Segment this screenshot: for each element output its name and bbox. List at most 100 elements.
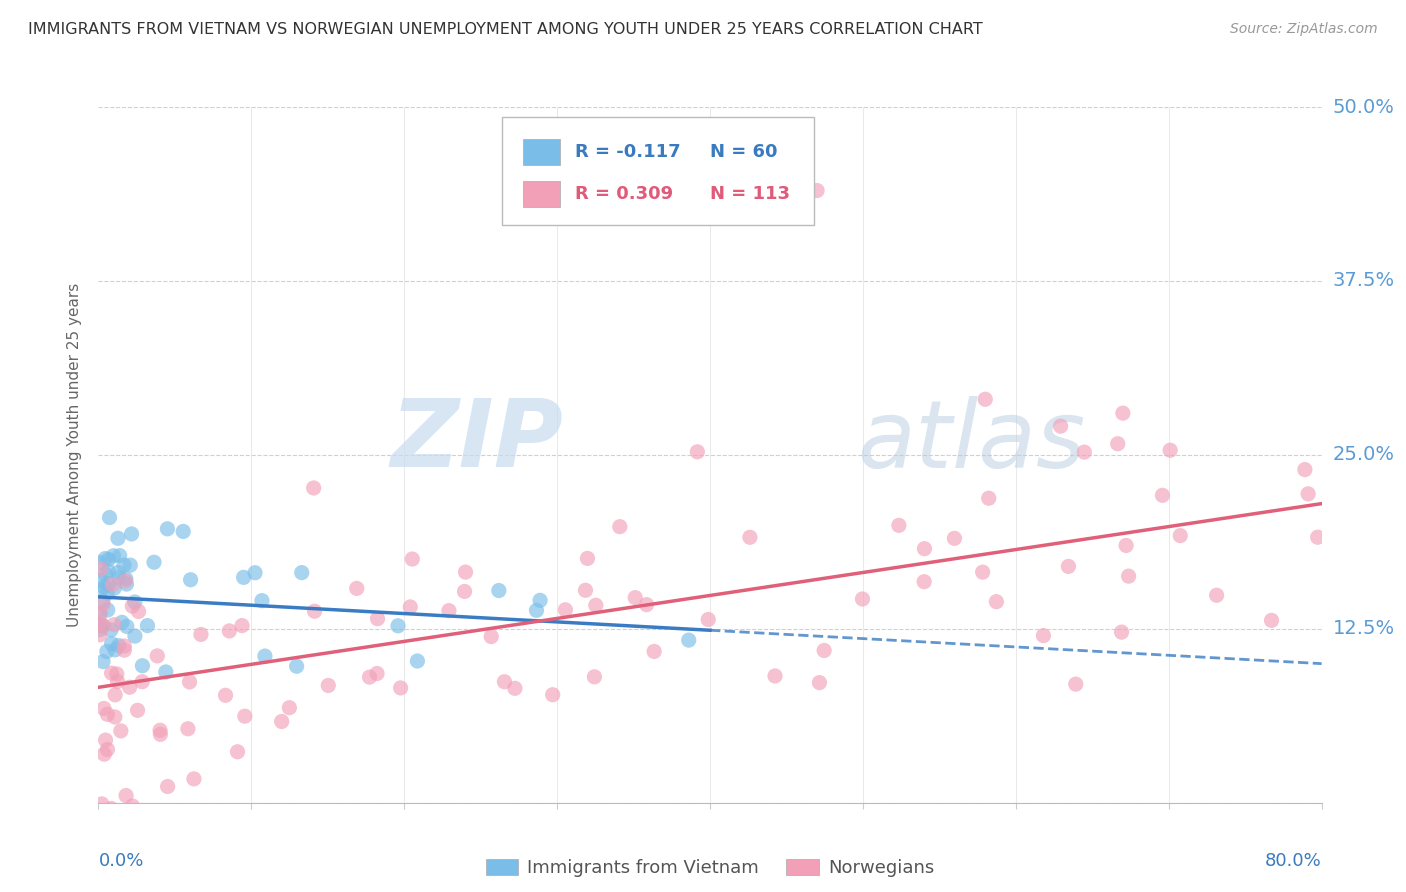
Point <box>108 549 131 563</box>
Point <box>121 527 143 541</box>
Point <box>91 618 114 632</box>
Point <box>1274 845 1296 859</box>
Point <box>107 674 129 689</box>
Point <box>89 618 111 632</box>
Point <box>179 675 201 690</box>
Point <box>808 675 831 690</box>
Point <box>813 643 835 657</box>
Point <box>1112 406 1135 420</box>
Point <box>285 659 308 673</box>
Point <box>366 666 388 681</box>
Point <box>479 630 502 644</box>
Point <box>1118 569 1140 583</box>
Text: Source: ZipAtlas.com: Source: ZipAtlas.com <box>1230 22 1378 37</box>
Point <box>1306 530 1329 544</box>
Point <box>121 799 143 814</box>
Point <box>97 577 120 591</box>
Point <box>353 855 375 869</box>
Point <box>278 700 301 714</box>
Point <box>541 688 564 702</box>
Point <box>494 674 516 689</box>
Point <box>678 633 700 648</box>
Point <box>110 723 132 738</box>
Point <box>579 822 602 837</box>
FancyBboxPatch shape <box>523 139 560 166</box>
Text: atlas: atlas <box>856 395 1085 486</box>
Point <box>111 615 134 630</box>
Text: N = 113: N = 113 <box>710 185 790 203</box>
Point <box>270 714 292 729</box>
Point <box>131 658 153 673</box>
Point <box>346 582 368 596</box>
Point <box>986 595 1008 609</box>
Point <box>302 481 325 495</box>
Point <box>1205 588 1227 602</box>
Point <box>93 580 115 594</box>
Point <box>104 710 127 724</box>
Point <box>1107 436 1129 450</box>
Point <box>488 583 510 598</box>
Point <box>89 623 111 637</box>
Point <box>576 551 599 566</box>
Text: R = 0.309: R = 0.309 <box>575 185 673 203</box>
Point <box>972 565 994 579</box>
Point <box>118 680 141 694</box>
Point <box>1111 838 1133 852</box>
Point <box>399 599 422 614</box>
Point <box>912 541 935 556</box>
Text: 50.0%: 50.0% <box>1333 97 1395 117</box>
Point <box>149 727 172 741</box>
Point <box>105 667 128 681</box>
Point <box>253 649 276 664</box>
Text: N = 60: N = 60 <box>710 144 778 161</box>
Text: R = -0.117: R = -0.117 <box>575 144 681 161</box>
Point <box>120 558 142 573</box>
Point <box>974 392 997 407</box>
Point <box>149 723 172 738</box>
Point <box>387 619 409 633</box>
Point <box>554 603 576 617</box>
Point <box>91 595 114 609</box>
Point <box>96 586 118 600</box>
Point <box>101 578 124 592</box>
Point <box>107 531 129 545</box>
Point <box>1260 613 1282 627</box>
Point <box>233 709 256 723</box>
Point <box>183 772 205 786</box>
Point <box>90 562 112 576</box>
Text: 12.5%: 12.5% <box>1333 619 1395 639</box>
Point <box>912 574 935 589</box>
Point <box>583 670 606 684</box>
Point <box>609 519 631 533</box>
Point <box>136 618 159 632</box>
Point <box>1168 528 1191 542</box>
Point <box>529 593 551 607</box>
Text: 25.0%: 25.0% <box>1333 445 1395 465</box>
Point <box>738 530 761 544</box>
Point <box>548 830 571 845</box>
Point <box>146 648 169 663</box>
Point <box>107 566 129 580</box>
Legend: Immigrants from Vietnam, Norwegians: Immigrants from Vietnam, Norwegians <box>478 852 942 884</box>
Point <box>291 566 314 580</box>
Point <box>107 639 129 653</box>
Point <box>94 567 117 582</box>
Point <box>121 599 143 614</box>
Point <box>453 584 475 599</box>
Point <box>1073 445 1095 459</box>
Point <box>367 612 389 626</box>
Point <box>124 595 146 609</box>
Point <box>624 591 647 605</box>
Point <box>91 597 114 611</box>
Point <box>499 838 522 852</box>
Text: 0.0%: 0.0% <box>98 852 143 870</box>
Point <box>131 674 153 689</box>
Point <box>643 644 665 658</box>
Point <box>316 678 339 692</box>
Point <box>91 619 114 633</box>
Point <box>526 603 548 617</box>
Point <box>1064 677 1087 691</box>
Point <box>561 816 583 830</box>
Point <box>1296 487 1319 501</box>
Point <box>93 701 115 715</box>
